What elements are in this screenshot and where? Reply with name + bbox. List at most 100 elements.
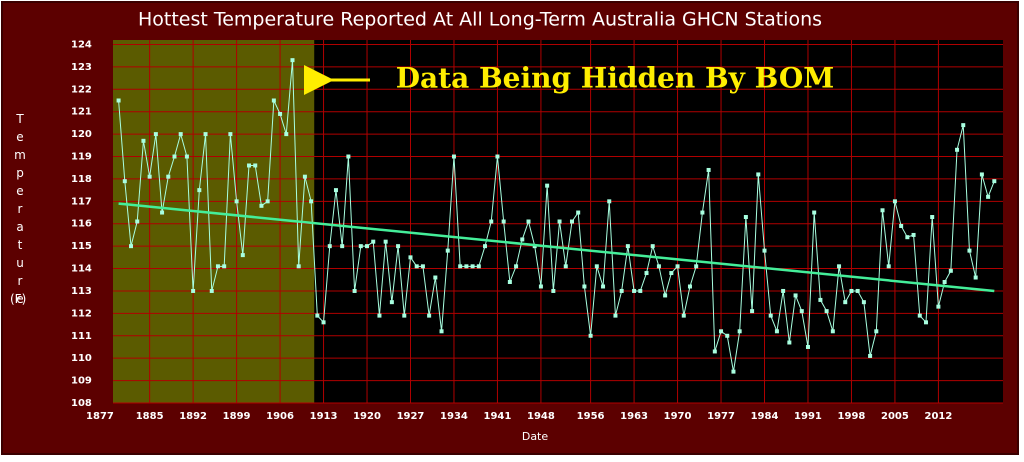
chart-title: Hottest Temperature Reported At All Long… [138, 9, 822, 31]
data-point [979, 172, 984, 177]
data-point [619, 288, 624, 293]
data-point [582, 284, 587, 289]
data-point [327, 244, 332, 249]
data-point [147, 174, 152, 179]
data-point [420, 264, 425, 269]
x-tick-label: 1892 [179, 411, 207, 422]
data-point [899, 223, 904, 228]
x-tick-label: 1984 [751, 411, 779, 422]
data-point [644, 271, 649, 276]
data-point [253, 163, 258, 168]
x-tick-label: 1970 [664, 411, 692, 422]
data-point [377, 313, 382, 318]
data-point [389, 300, 394, 305]
data-point [129, 244, 134, 249]
data-point [234, 199, 239, 204]
data-point [489, 219, 494, 224]
data-point [694, 264, 699, 269]
x-tick-label: 1941 [484, 411, 512, 422]
data-point [501, 219, 506, 224]
x-tick-label: 1906 [266, 411, 294, 422]
data-point [762, 248, 767, 253]
data-point [302, 174, 307, 179]
data-point [153, 132, 158, 137]
y-tick-label: 123 [71, 62, 92, 73]
data-point [625, 244, 630, 249]
data-point [507, 280, 512, 284]
data-point [700, 210, 705, 215]
data-point [880, 208, 885, 213]
data-point [209, 288, 214, 293]
data-point [874, 329, 879, 334]
y-tick-label: 109 [71, 376, 92, 387]
data-point [396, 244, 401, 249]
data-point [451, 154, 456, 159]
data-point [992, 179, 997, 184]
trend-line [118, 202, 995, 293]
data-point [843, 300, 848, 305]
y-tick-label: 108 [71, 398, 92, 409]
data-point [948, 268, 953, 273]
data-point [470, 264, 475, 269]
data-point [569, 219, 574, 224]
data-point [346, 154, 351, 159]
data-point [278, 111, 283, 116]
y-tick-label: 113 [71, 286, 92, 297]
data-point [520, 237, 525, 242]
data-point [116, 98, 121, 103]
x-tick-label: 1956 [577, 411, 605, 422]
data-point [861, 300, 866, 305]
data-point [849, 288, 854, 293]
data-point [886, 264, 891, 269]
data-point [855, 288, 860, 293]
y-tick-label: 112 [71, 308, 92, 319]
data-point [340, 244, 345, 249]
data-point [687, 284, 692, 289]
data-point [601, 284, 606, 289]
data-point [837, 264, 842, 269]
data-point [122, 179, 127, 184]
data-point [830, 329, 835, 334]
data-point [551, 288, 556, 293]
data-point [917, 313, 922, 318]
x-tick-label: 1913 [310, 411, 338, 422]
data-point [402, 313, 407, 318]
data-point [433, 275, 438, 280]
data-point [439, 329, 444, 334]
data-point [905, 235, 910, 240]
y-tick-label: 120 [71, 129, 92, 140]
data-point [141, 138, 146, 143]
data-point [284, 132, 289, 137]
data-point [824, 309, 829, 314]
data-point [476, 264, 481, 269]
data-point [706, 167, 711, 172]
data-point [358, 244, 363, 249]
x-tick-label: 2005 [881, 411, 909, 422]
data-point [638, 288, 643, 293]
data-point [563, 264, 568, 269]
x-tick-label: 1963 [620, 411, 648, 422]
data-line [118, 60, 995, 372]
x-axis-label: Date [522, 430, 549, 443]
data-point [514, 264, 519, 269]
data-point [818, 297, 823, 302]
data-point [799, 309, 804, 314]
x-tick-label: 1899 [223, 411, 251, 422]
data-point [725, 333, 730, 338]
y-tick-label: 114 [71, 264, 92, 275]
data-point [172, 154, 177, 159]
data-point [737, 329, 742, 334]
data-point [526, 219, 531, 224]
x-tick-label: 1977 [707, 411, 735, 422]
data-point [271, 98, 276, 103]
data-point [781, 288, 786, 293]
data-point [750, 309, 755, 314]
data-point [967, 248, 972, 253]
x-tick-label: 1948 [527, 411, 555, 422]
data-point [296, 264, 301, 269]
data-point [793, 293, 798, 298]
data-point [719, 329, 724, 334]
data-point [197, 188, 202, 193]
data-point [265, 199, 270, 204]
data-point [663, 293, 668, 298]
